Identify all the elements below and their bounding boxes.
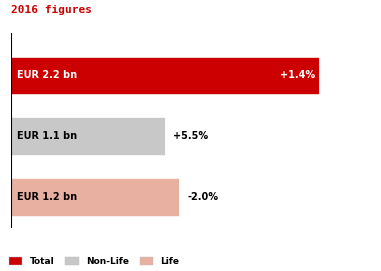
Text: EUR 1.1 bn: EUR 1.1 bn — [17, 131, 77, 141]
Text: +1.4%: +1.4% — [280, 70, 315, 80]
Text: -2.0%: -2.0% — [187, 192, 218, 202]
Legend: Total, Non-Life, Life: Total, Non-Life, Life — [9, 257, 179, 266]
Text: EUR 2.2 bn: EUR 2.2 bn — [17, 70, 77, 80]
Text: 2016 figures: 2016 figures — [11, 5, 93, 15]
Text: EUR 1.2 bn: EUR 1.2 bn — [17, 192, 77, 202]
Bar — [11, 57, 320, 93]
Bar — [11, 179, 180, 215]
Bar — [11, 118, 166, 154]
Text: +5.5%: +5.5% — [173, 131, 208, 141]
